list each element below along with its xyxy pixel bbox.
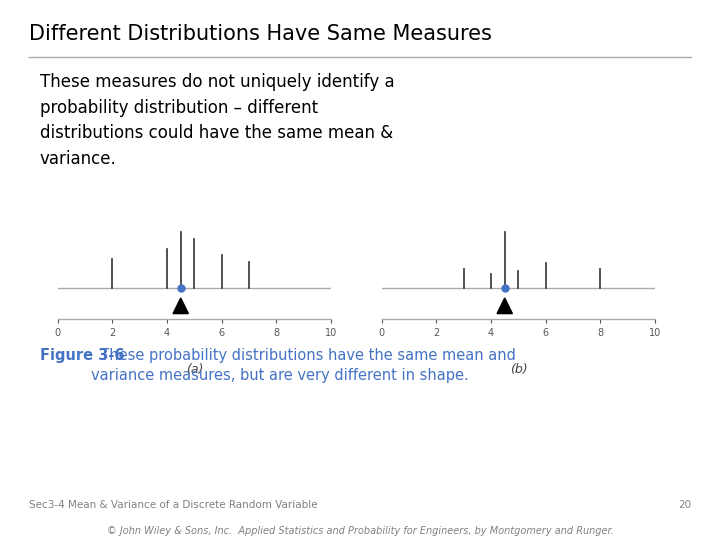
Text: 20: 20 [678,500,691,510]
Text: (b): (b) [510,363,527,376]
Polygon shape [173,298,189,314]
Text: These measures do not uniquely identify a
probability distribution – different
d: These measures do not uniquely identify … [40,73,395,168]
Text: Figure 3-6: Figure 3-6 [40,348,124,363]
Text: Different Distributions Have Same Measures: Different Distributions Have Same Measur… [29,24,492,44]
Text: © John Wiley & Sons, Inc.  Applied Statistics and Probability for Engineers, by : © John Wiley & Sons, Inc. Applied Statis… [107,525,613,536]
Text: Sec3-4 Mean & Variance of a Discrete Random Variable: Sec3-4 Mean & Variance of a Discrete Ran… [29,500,318,510]
Polygon shape [497,298,513,314]
Text: (a): (a) [186,363,203,376]
Text: These probability distributions have the same mean and
variance measures, but ar: These probability distributions have the… [91,348,516,383]
